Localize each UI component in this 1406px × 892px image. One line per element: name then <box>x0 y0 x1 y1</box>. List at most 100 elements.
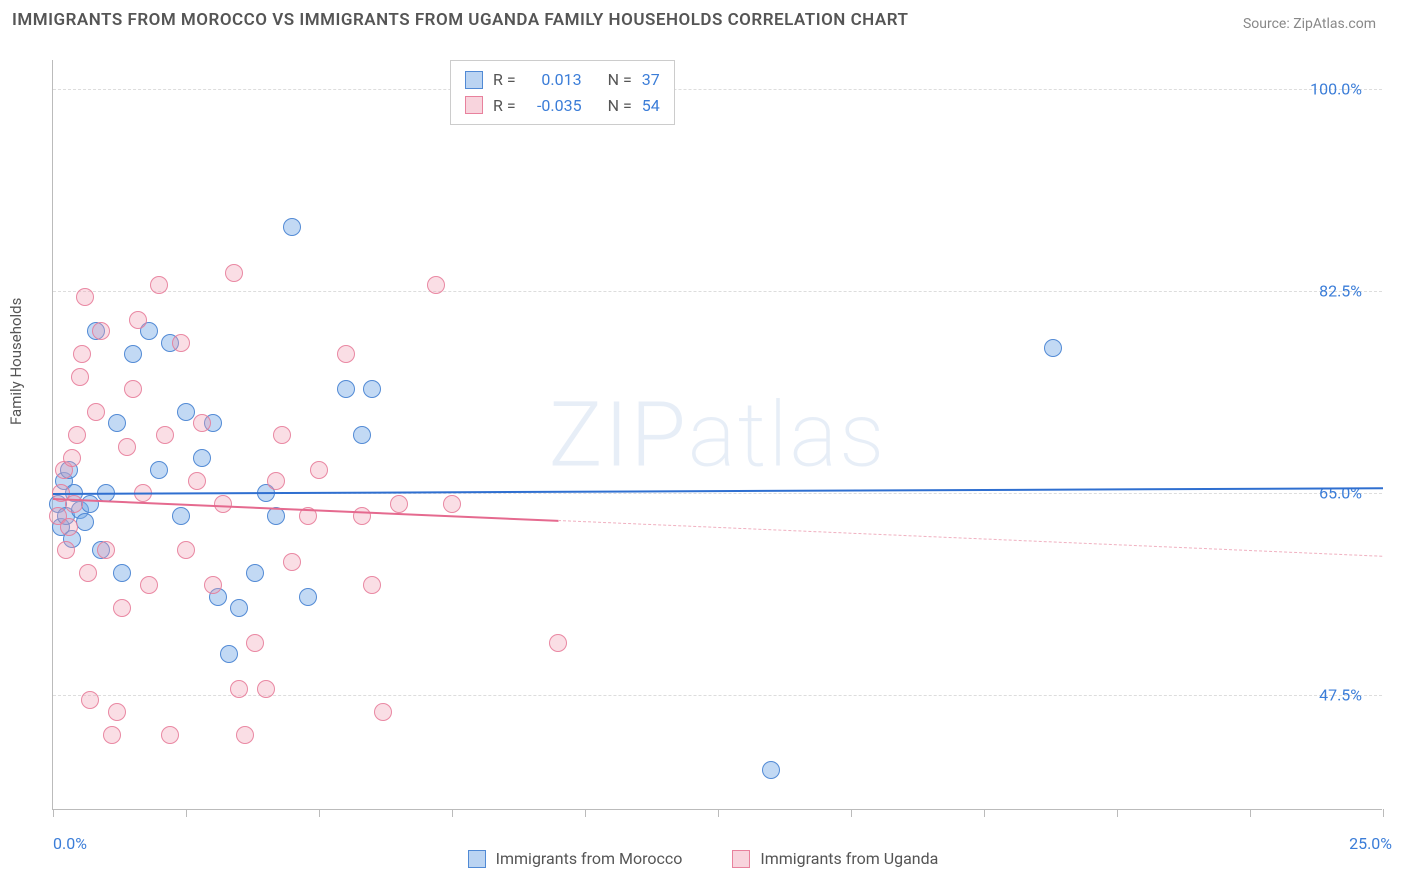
legend-item: Immigrants from Morocco <box>468 849 683 868</box>
scatter-point <box>177 541 195 559</box>
legend-label: Immigrants from Uganda <box>760 849 938 868</box>
scatter-point <box>246 564 264 582</box>
scatter-point <box>140 576 158 594</box>
y-tick-label: 82.5% <box>1319 281 1362 300</box>
x-tick <box>984 809 985 817</box>
gridline <box>53 291 1382 292</box>
scatter-point <box>73 345 91 363</box>
scatter-point <box>549 634 567 652</box>
scatter-point <box>273 426 291 444</box>
regression-line <box>558 520 1383 557</box>
scatter-point <box>204 576 222 594</box>
x-tick <box>319 809 320 817</box>
scatter-point <box>188 472 206 490</box>
watermark: ZIPatlas <box>549 382 887 487</box>
legend-label: Immigrants from Morocco <box>496 849 683 868</box>
scatter-point <box>63 449 81 467</box>
chart-title: IMMIGRANTS FROM MOROCCO VS IMMIGRANTS FR… <box>12 10 908 30</box>
scatter-point <box>97 541 115 559</box>
legend-swatch <box>732 850 750 868</box>
scatter-point <box>225 264 243 282</box>
scatter-point <box>1044 339 1062 357</box>
scatter-point <box>172 334 190 352</box>
n-value: 37 <box>642 67 660 93</box>
scatter-point <box>124 345 142 363</box>
gridline <box>53 89 1382 90</box>
legend-swatch <box>468 850 486 868</box>
n-label: N = <box>608 93 632 119</box>
r-value: 0.013 <box>526 67 582 93</box>
scatter-point <box>353 426 371 444</box>
legend-item: Immigrants from Uganda <box>732 849 938 868</box>
scatter-point <box>172 507 190 525</box>
scatter-point <box>267 472 285 490</box>
scatter-point <box>124 380 142 398</box>
scatter-point <box>310 461 328 479</box>
correlation-stats-box: R = 0.013 N = 37 R = -0.035 N = 54 <box>450 60 675 125</box>
scatter-point <box>246 634 264 652</box>
scatter-point <box>71 368 89 386</box>
x-tick <box>1383 809 1384 817</box>
scatter-point <box>76 288 94 306</box>
scatter-point <box>363 576 381 594</box>
n-label: N = <box>608 67 632 93</box>
scatter-point <box>60 518 78 536</box>
scatter-point <box>113 564 131 582</box>
scatter-point <box>150 461 168 479</box>
scatter-point <box>374 703 392 721</box>
x-tick <box>718 809 719 817</box>
scatter-point <box>92 322 110 340</box>
scatter-point <box>762 761 780 779</box>
x-tick <box>452 809 453 817</box>
scatter-point <box>81 495 99 513</box>
scatter-point <box>283 218 301 236</box>
scatter-point <box>257 680 275 698</box>
scatter-point <box>57 541 75 559</box>
stats-row: R = 0.013 N = 37 <box>465 67 660 93</box>
scatter-point <box>443 495 461 513</box>
scatter-point <box>81 691 99 709</box>
scatter-point <box>129 311 147 329</box>
scatter-point <box>220 645 238 663</box>
scatter-point <box>108 703 126 721</box>
scatter-point <box>68 426 86 444</box>
x-tick <box>585 809 586 817</box>
scatter-point <box>161 726 179 744</box>
scatter-point <box>108 414 126 432</box>
gridline <box>53 695 1382 696</box>
y-tick-label: 47.5% <box>1319 685 1362 704</box>
r-label: R = <box>493 93 516 119</box>
legend-swatch <box>465 71 483 89</box>
scatter-point <box>177 403 195 421</box>
scatter-point <box>353 507 371 525</box>
y-tick-label: 100.0% <box>1310 79 1362 98</box>
scatter-point <box>113 599 131 617</box>
scatter-point <box>236 726 254 744</box>
scatter-point <box>118 438 136 456</box>
r-label: R = <box>493 67 516 93</box>
source-attribution: Source: ZipAtlas.com <box>1243 16 1376 32</box>
plot-area: ZIPatlas 47.5%65.0%82.5%100.0%0.0%25.0% <box>52 60 1382 810</box>
scatter-point <box>156 426 174 444</box>
n-value: 54 <box>642 93 660 119</box>
scatter-point <box>79 564 97 582</box>
scatter-point <box>283 553 301 571</box>
chart-container: IMMIGRANTS FROM MOROCCO VS IMMIGRANTS FR… <box>0 0 1406 892</box>
bottom-legend: Immigrants from Morocco Immigrants from U… <box>0 849 1406 868</box>
legend-swatch <box>465 96 483 114</box>
scatter-point <box>363 380 381 398</box>
scatter-point <box>427 276 445 294</box>
scatter-point <box>337 380 355 398</box>
y-axis-label: Family Households <box>7 298 25 425</box>
scatter-point <box>337 345 355 363</box>
scatter-point <box>390 495 408 513</box>
r-value: -0.035 <box>526 93 582 119</box>
y-tick-label: 65.0% <box>1319 483 1362 502</box>
scatter-point <box>103 726 121 744</box>
x-tick <box>186 809 187 817</box>
x-tick <box>1117 809 1118 817</box>
x-tick <box>53 809 54 817</box>
x-tick <box>1250 809 1251 817</box>
stats-row: R = -0.035 N = 54 <box>465 93 660 119</box>
scatter-point <box>299 588 317 606</box>
